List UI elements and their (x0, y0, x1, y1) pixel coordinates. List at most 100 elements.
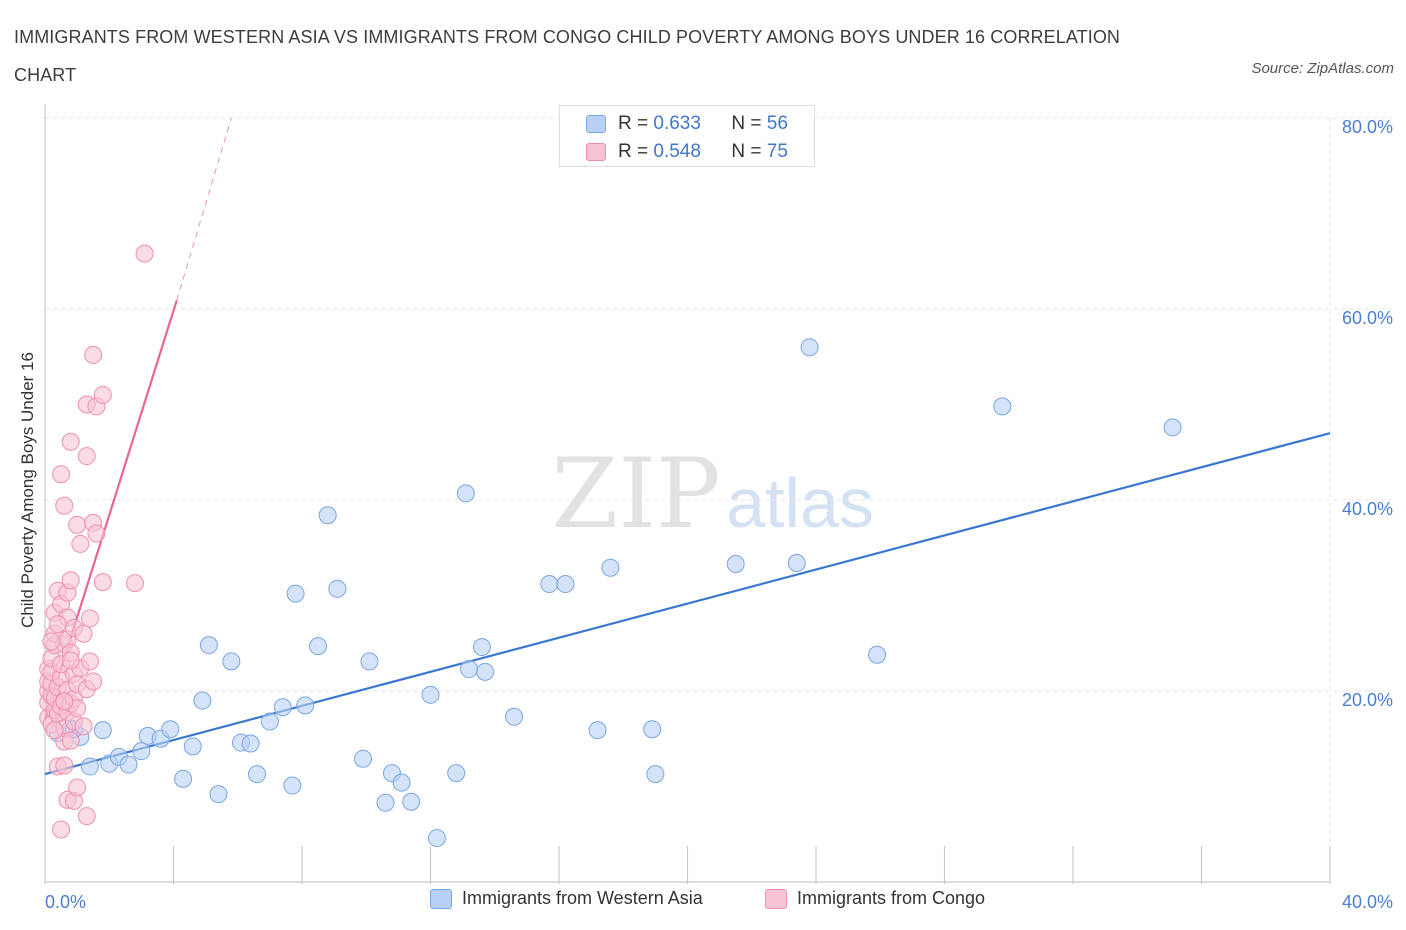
legend-row-congo: R = 0.548 N = 75 (586, 139, 788, 165)
tick-labels: 20.0% 40.0% 60.0% 80.0% 0.0% 40.0% (45, 117, 1393, 912)
point-western-asia (296, 696, 315, 715)
legend-r-label: R = (618, 113, 649, 134)
point-congo (135, 244, 154, 263)
point-western-asia (241, 734, 260, 753)
legend-n-value: 56 (766, 113, 788, 134)
point-western-asia (328, 579, 347, 598)
point-western-asia (472, 638, 491, 657)
bottom-legend-congo: Immigrants from Congo (765, 888, 985, 909)
point-congo (84, 672, 103, 691)
point-western-asia (119, 755, 138, 774)
chart-title: IMMIGRANTS FROM WESTERN ASIA VS IMMIGRAN… (14, 27, 1121, 85)
data-points (39, 244, 1182, 848)
point-western-asia (1163, 418, 1182, 437)
point-congo (42, 632, 61, 651)
point-western-asia (260, 712, 279, 731)
point-western-asia (456, 484, 475, 503)
watermark-atlas: atlas (726, 464, 874, 542)
legend-r-label: R = (618, 141, 649, 162)
axes (44, 104, 1331, 884)
point-congo (61, 651, 80, 670)
point-western-asia (427, 829, 446, 848)
point-western-asia (392, 773, 411, 792)
point-western-asia (447, 764, 466, 783)
point-western-asia (248, 765, 267, 784)
point-western-asia (309, 637, 328, 656)
point-western-asia (402, 792, 421, 811)
point-western-asia (646, 765, 665, 784)
point-western-asia (222, 652, 241, 671)
point-congo (55, 692, 74, 711)
point-congo (84, 345, 103, 364)
point-congo (125, 574, 144, 593)
grid-lines (45, 117, 1392, 882)
point-congo (71, 534, 90, 553)
point-western-asia (360, 652, 379, 671)
point-western-asia (286, 584, 305, 603)
point-congo (55, 496, 74, 515)
point-congo (61, 571, 80, 590)
trend-line-extension-congo (176, 117, 232, 301)
point-western-asia (540, 575, 559, 594)
point-western-asia (80, 757, 99, 776)
point-western-asia (787, 554, 806, 573)
point-congo (52, 820, 71, 839)
point-congo (68, 778, 87, 797)
point-western-asia (318, 506, 337, 525)
point-congo (77, 807, 96, 826)
point-western-asia (354, 749, 373, 768)
point-western-asia (643, 720, 662, 739)
legend-swatch-pink (586, 143, 606, 161)
legend-row-western-asia: R = 0.633 N = 56 (586, 111, 788, 137)
point-congo (55, 756, 74, 775)
point-western-asia (556, 575, 575, 594)
point-western-asia (460, 660, 479, 679)
point-congo (48, 615, 67, 634)
bottom-legend-label: Immigrants from Western Asia (462, 888, 703, 908)
legend-r-value: 0.633 (653, 113, 701, 134)
point-congo (93, 573, 112, 592)
point-western-asia (376, 793, 395, 812)
legend-r-value: 0.548 (653, 141, 701, 162)
point-western-asia (93, 721, 112, 740)
point-western-asia (421, 685, 440, 704)
point-western-asia (161, 720, 180, 739)
point-western-asia (174, 769, 193, 788)
point-western-asia (868, 645, 887, 664)
point-congo (74, 717, 93, 736)
point-western-asia (505, 707, 524, 726)
point-congo (68, 515, 87, 534)
point-western-asia (209, 785, 228, 804)
legend-n-value: 75 (766, 141, 788, 162)
point-congo (61, 432, 80, 451)
point-western-asia (199, 636, 218, 655)
point-western-asia (476, 662, 495, 681)
source-label: Source: ZipAtlas.com (1251, 60, 1394, 77)
x-tick-label: 40.0% (1342, 892, 1393, 912)
correlation-legend: R = 0.633 N = 56 R = 0.548 N = 75 (559, 105, 815, 167)
point-congo (87, 524, 106, 543)
point-western-asia (283, 776, 302, 795)
bottom-legend-western-asia: Immigrants from Western Asia (430, 888, 703, 909)
watermark-zip: ZIP (551, 438, 720, 550)
point-western-asia (183, 737, 202, 756)
point-congo (52, 465, 71, 484)
legend-n-label: N = (731, 141, 762, 162)
point-congo (74, 624, 93, 643)
point-congo (93, 385, 112, 404)
point-western-asia (273, 698, 292, 717)
y-tick-label: 80.0% (1342, 117, 1393, 137)
legend-n-label: N = (731, 113, 762, 134)
point-western-asia (193, 691, 212, 710)
y-tick-label: 20.0% (1342, 690, 1393, 710)
point-congo (80, 652, 99, 671)
y-tick-label: 40.0% (1342, 499, 1393, 519)
bottom-legend-swatch-blue (430, 888, 452, 909)
trend-line-western-asia (44, 432, 1331, 776)
point-congo (61, 731, 80, 750)
x-tick-label: 0.0% (45, 892, 86, 912)
watermark: ZIP atlas (551, 438, 874, 550)
point-western-asia (588, 721, 607, 740)
point-western-asia (800, 338, 819, 357)
